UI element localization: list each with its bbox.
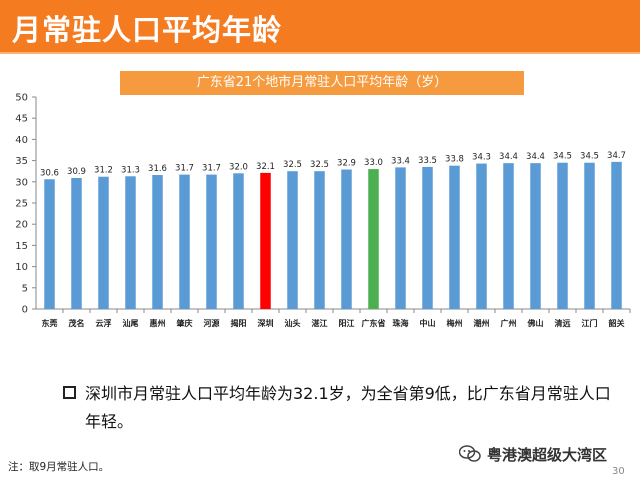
bar (557, 162, 568, 309)
category-label: 江门 (582, 318, 598, 328)
category-label: 揭阳 (231, 318, 247, 328)
bar (206, 174, 217, 309)
data-label: 34.4 (499, 152, 518, 162)
data-label: 34.4 (526, 152, 545, 162)
bar (368, 169, 379, 309)
category-label: 清远 (555, 318, 571, 328)
bar (395, 167, 406, 309)
data-label: 34.5 (580, 152, 599, 162)
data-label: 34.3 (472, 153, 491, 163)
category-label: 东莞 (42, 318, 58, 328)
bar (584, 162, 595, 309)
bar (314, 171, 325, 309)
y-tick-label: 40 (15, 135, 28, 146)
bar (503, 163, 514, 309)
bar (287, 171, 298, 309)
category-label: 广州 (501, 318, 517, 328)
category-label: 广东省 (362, 318, 386, 328)
data-label: 30.9 (67, 167, 86, 177)
category-label: 阳江 (339, 318, 355, 328)
data-label: 34.5 (553, 152, 572, 162)
data-label: 32.9 (337, 159, 356, 169)
category-label: 深圳 (258, 318, 274, 328)
data-label: 33.0 (364, 158, 383, 168)
data-label: 31.2 (94, 166, 113, 176)
data-label: 32.5 (283, 160, 302, 170)
bar-chart: 0 5 10 15 20 25 30 35 40 45 50 30.6 东莞 30.9 茂名 31.2 云浮 31… (15, 93, 631, 328)
data-label: 34.7 (607, 151, 626, 161)
bar (611, 161, 622, 309)
category-label: 汕头 (285, 318, 301, 328)
watermark: 粤港澳超级大湾区 (459, 442, 607, 466)
y-tick-label: 10 (15, 262, 28, 273)
bar (233, 173, 244, 309)
category-label: 云浮 (96, 318, 112, 328)
bar (152, 175, 163, 309)
category-label: 梅州 (447, 318, 463, 328)
bar (125, 176, 136, 309)
category-label: 潮州 (474, 318, 490, 328)
y-tick-label: 20 (15, 220, 28, 231)
bar (341, 169, 352, 309)
page-number: 30 (612, 466, 625, 477)
bar (449, 165, 460, 309)
bar (71, 177, 82, 309)
y-tick-label: 5 (22, 283, 28, 294)
bar (179, 174, 190, 309)
data-label: 31.3 (121, 165, 140, 175)
wechat-icon (459, 445, 481, 462)
category-label: 佛山 (527, 318, 544, 328)
bar (422, 166, 433, 309)
bar (44, 179, 55, 309)
data-label: 32.0 (229, 162, 248, 172)
data-label: 31.7 (175, 164, 194, 174)
bar (98, 176, 109, 309)
category-label: 汕尾 (123, 318, 139, 328)
bar (476, 163, 487, 309)
category-label: 惠州 (150, 318, 166, 328)
data-label: 30.6 (40, 168, 59, 178)
data-label: 33.5 (418, 156, 437, 166)
category-label: 肇庆 (176, 318, 193, 328)
bar (260, 172, 271, 309)
category-label: 茂名 (69, 318, 85, 328)
watermark-text: 粤港澳超级大湾区 (487, 445, 608, 464)
category-label: 韶关 (609, 318, 625, 328)
data-label: 31.7 (202, 164, 221, 174)
y-tick-label: 25 (15, 199, 28, 210)
chart-title: 广东省21个地市月常驻人口平均年龄（岁） (120, 71, 524, 95)
data-label: 32.1 (256, 162, 275, 172)
footnote: 注：取9月常驻人口。 (8, 461, 110, 473)
category-label: 中山 (420, 318, 436, 328)
title-banner: 月常驻人口平均年龄 (0, 0, 640, 52)
y-tick-label: 30 (15, 177, 28, 188)
data-label: 33.4 (391, 156, 410, 166)
y-tick-label: 50 (15, 93, 28, 104)
bullet-square-icon (63, 386, 76, 399)
y-tick-label: 45 (15, 114, 28, 125)
data-label: 32.5 (310, 160, 329, 170)
bar (530, 163, 541, 309)
page-title: 月常驻人口平均年龄 (12, 13, 283, 47)
y-tick-label: 0 (22, 305, 28, 316)
category-label: 河源 (204, 318, 220, 328)
category-label: 湛江 (312, 318, 328, 328)
data-label: 33.8 (445, 155, 464, 165)
data-label: 31.6 (148, 164, 167, 174)
y-tick-label: 15 (15, 241, 28, 252)
summary-text: 深圳市月常驻人口平均年龄为32.1岁，为全省第9低，比广东省月常驻人口年轻。 (85, 384, 611, 431)
y-tick-label: 35 (15, 156, 28, 167)
banner-divider (0, 52, 640, 54)
category-label: 珠海 (393, 318, 409, 328)
